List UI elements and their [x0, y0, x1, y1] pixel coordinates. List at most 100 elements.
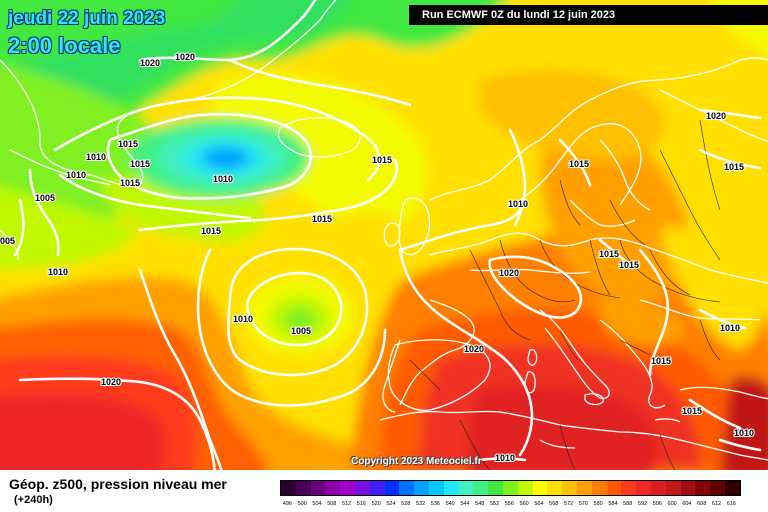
scale-tick-label: 572 [563, 501, 574, 507]
isobar-label: 1015 [682, 406, 702, 416]
scale-swatch [724, 481, 740, 495]
weather-map: 1020 1020 1010 1015 1015 1015 1010 1010 … [0, 0, 768, 470]
scale-tick-label: 556 [504, 501, 514, 507]
scale-swatch [354, 481, 370, 495]
scale-swatch [295, 481, 311, 495]
scale-swatch [636, 481, 651, 495]
scale-swatch [414, 481, 429, 495]
scale-swatch [399, 481, 415, 495]
scale-tick-label: 516 [356, 501, 366, 507]
map-canvas: 1020 1020 1010 1015 1015 1015 1010 1010 … [0, 0, 768, 470]
scale-swatch [488, 481, 503, 495]
scale-swatch [695, 481, 711, 495]
scale-swatch [621, 481, 637, 495]
scale-tick-label: 500 [297, 501, 307, 507]
scale-swatch [458, 481, 474, 495]
scale-tick-label: 544 [460, 501, 470, 507]
copyright-notice: Copyright 2023 Meteociel.fr [351, 456, 482, 467]
isobar-label: 1015 [599, 249, 619, 259]
coastlines [0, 0, 768, 462]
scale-swatch [680, 481, 696, 495]
isobar-label: 005 [0, 236, 15, 246]
legend-title: Géop. z500, pression niveau mer [9, 476, 227, 492]
scale-swatch [591, 481, 607, 495]
isobar-label: 1020 [140, 58, 160, 68]
scale-swatch [576, 481, 592, 495]
scale-tick-label: 508 [327, 501, 337, 507]
legend-bar: Géop. z500, pression niveau mer (+240h) … [0, 470, 768, 512]
isobars [13, 0, 762, 470]
scale-tick-label: 496 [282, 501, 292, 507]
scale-swatch [384, 481, 400, 495]
scale-tick-label: 592 [637, 501, 648, 507]
scale-swatch [369, 481, 385, 495]
scale-swatch [310, 481, 326, 495]
scale-tick-label: 588 [623, 501, 633, 507]
isobar-label: 1010 [720, 323, 740, 333]
isobar-label: 1020 [101, 377, 121, 387]
isobar-label: 1005 [35, 193, 55, 203]
scale-tick-label: 608 [697, 501, 707, 507]
scale-swatch [710, 481, 725, 495]
scale-swatch [665, 481, 681, 495]
scale-swatch [281, 481, 296, 495]
isobar-label: 1010 [66, 170, 86, 180]
scale-swatch [606, 481, 622, 495]
isobar-label: 1015 [651, 356, 671, 366]
scale-tick-label: 596 [652, 501, 662, 507]
isobar-label: 1010 [734, 428, 754, 438]
isobar-label: 1015 [118, 139, 138, 149]
color-scale-labels: 496 500 504 508 512 516 520 524 528 532 536 540 544 5… [280, 501, 746, 507]
scale-swatch [325, 481, 341, 495]
scale-tick-label: 600 [667, 501, 677, 507]
scale-tick-label: 576 [578, 501, 588, 507]
isobar-label: 1015 [312, 214, 332, 224]
isobar-label: 1020 [464, 344, 484, 354]
isobar-label: 1020 [499, 268, 519, 278]
isobar-label: 1020 [706, 111, 726, 121]
isobar-label: 1010 [86, 152, 106, 162]
scale-tick-label: 512 [341, 501, 352, 507]
scale-tick-label: 560 [519, 501, 529, 507]
forecast-local-time: 2:00 locale [8, 33, 121, 58]
scale-tick-label: 584 [608, 501, 618, 507]
scale-tick-label: 540 [445, 501, 455, 507]
scale-tick-label: 616 [726, 501, 736, 507]
scale-tick-label: 568 [549, 501, 559, 507]
scale-tick-label: 548 [475, 501, 485, 507]
scale-swatch [340, 481, 355, 495]
isobar-label: 1010 [48, 267, 68, 277]
isobar-label: 1015 [372, 155, 392, 165]
isobar-label: 1010 [213, 174, 233, 184]
scale-tick-label: 524 [386, 501, 396, 507]
scale-swatch [547, 481, 563, 495]
scale-swatch [562, 481, 577, 495]
scale-tick-label: 580 [593, 501, 603, 507]
color-scale [280, 480, 741, 496]
run-info-banner: Run ECMWF 0Z du lundi 12 juin 2023 [409, 5, 768, 25]
scale-tick-label: 604 [682, 501, 692, 507]
scale-swatch [428, 481, 444, 495]
scale-tick-label: 536 [430, 501, 440, 507]
scale-swatch [473, 481, 489, 495]
scale-tick-label: 552 [489, 501, 500, 507]
isobar-label: 1015 [724, 162, 744, 172]
scale-tick-label: 564 [534, 501, 544, 507]
isobar-label: 1010 [495, 453, 515, 463]
scale-swatch [517, 481, 533, 495]
isobar-label: 1015 [130, 159, 150, 169]
scale-swatch [532, 481, 548, 495]
isobar-label: 1005 [291, 326, 311, 336]
isobar-labels: 1020 1020 1010 1015 1015 1015 1010 1010 … [0, 51, 755, 464]
isobar-label: 1015 [201, 226, 221, 236]
isobar-label: 1020 [175, 52, 195, 62]
scale-tick-label: 612 [711, 501, 722, 507]
isobar-label: 1010 [508, 199, 528, 209]
scale-tick-label: 532 [415, 501, 426, 507]
scale-tick-label: 520 [371, 501, 381, 507]
scale-swatch [650, 481, 666, 495]
isobar-label: 1015 [120, 178, 140, 188]
country-borders [409, 119, 721, 470]
isobar-label: 1015 [619, 260, 639, 270]
isobar-label: 1015 [569, 159, 589, 169]
